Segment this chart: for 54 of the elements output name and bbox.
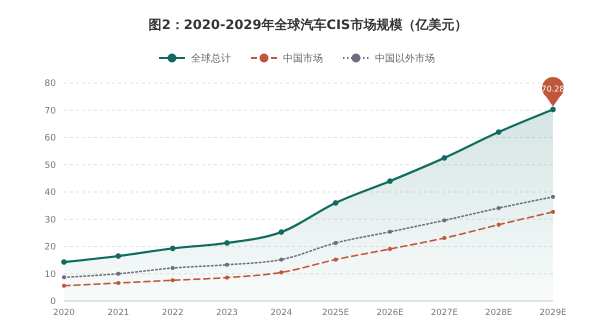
x-tick-label: 2024 [270, 308, 292, 318]
point [170, 246, 176, 252]
point [332, 200, 338, 206]
point [550, 106, 556, 112]
y-tick-label: 50 [44, 160, 56, 171]
point [442, 236, 446, 240]
chart-title: 图2：2020-2029年全球汽车CIS市场规模（亿美元） [148, 17, 468, 33]
y-tick-label: 30 [44, 215, 56, 226]
point [225, 262, 229, 267]
point [170, 266, 175, 270]
point [62, 284, 66, 288]
point [225, 276, 229, 280]
y-tick-label: 60 [44, 134, 56, 144]
x-tick-label: 2026E [376, 308, 404, 318]
point [551, 194, 555, 199]
point [279, 270, 284, 274]
y-tick-label: 40 [44, 188, 56, 198]
point [116, 272, 120, 276]
y-tick-label: 80 [44, 79, 56, 90]
point [388, 246, 392, 251]
point [496, 206, 501, 210]
point [334, 240, 338, 245]
point [496, 129, 502, 135]
x-tick-label: 2020 [53, 308, 75, 318]
x-tick-label: 2028E [485, 308, 512, 318]
point [387, 178, 393, 184]
point [442, 155, 448, 161]
x-tick-label: 2021 [108, 308, 130, 318]
x-tick-label: 2027E [430, 308, 458, 318]
point [388, 230, 392, 234]
point [551, 210, 555, 214]
point [62, 275, 66, 280]
point [224, 240, 230, 246]
y-tick-label: 0 [50, 297, 56, 308]
x-tick-label: 2022 [162, 308, 184, 318]
y-tick-label: 20 [44, 242, 56, 253]
point [116, 253, 122, 259]
point [61, 259, 67, 265]
point [496, 222, 501, 227]
x-tick-label: 2029E [539, 308, 567, 318]
point [170, 278, 175, 282]
point [279, 258, 284, 262]
point [442, 218, 446, 222]
x-tick-label: 2023 [216, 308, 238, 318]
y-tick-label: 70 [44, 106, 56, 116]
point [334, 258, 338, 262]
legend-label: 全球总计 [191, 52, 231, 64]
x-tick-label: 2025E [322, 308, 350, 318]
point [116, 281, 120, 286]
data-label: 70.28 [542, 84, 564, 94]
point [278, 229, 284, 235]
legend-label: 中国以外市场 [375, 52, 435, 64]
legend-label: 中国市场 [283, 52, 323, 64]
y-tick-label: 10 [44, 270, 56, 280]
